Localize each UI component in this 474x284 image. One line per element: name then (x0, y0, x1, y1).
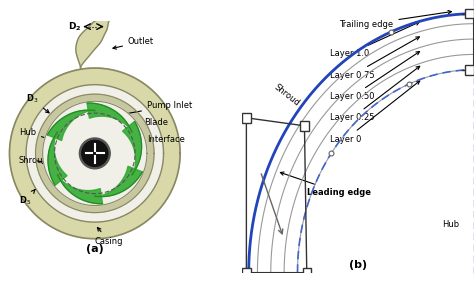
Text: Hub: Hub (442, 220, 459, 229)
Text: (a): (a) (86, 244, 104, 254)
Text: Pump Inlet: Pump Inlet (120, 101, 192, 116)
Text: D$_5$: D$_5$ (19, 189, 35, 207)
Polygon shape (47, 110, 95, 141)
Bar (465, 65, 474, 75)
Text: Interface: Interface (127, 135, 185, 145)
Bar (465, 9, 474, 18)
Circle shape (43, 101, 147, 206)
Text: Hub: Hub (19, 128, 67, 146)
Text: Outlet: Outlet (113, 37, 154, 49)
Text: $\mathbf{D_2}$: $\mathbf{D_2}$ (68, 20, 82, 33)
Text: Layer 0.50: Layer 0.50 (330, 51, 419, 101)
Text: Leading edge: Leading edge (281, 172, 371, 197)
Bar (302, 268, 311, 277)
Text: Casing: Casing (95, 227, 123, 246)
Text: D$_3$: D$_3$ (26, 93, 49, 113)
Circle shape (82, 140, 108, 166)
Polygon shape (87, 103, 133, 132)
Bar (242, 113, 251, 123)
Circle shape (79, 138, 110, 169)
Text: Layer 0: Layer 0 (330, 81, 420, 144)
Bar (300, 121, 309, 131)
Polygon shape (57, 175, 102, 204)
Text: Shroud: Shroud (272, 82, 301, 108)
Polygon shape (76, 21, 109, 68)
Polygon shape (48, 131, 67, 185)
Text: Layer 1.0: Layer 1.0 (330, 22, 419, 58)
Circle shape (36, 94, 154, 213)
Text: Layer 0.25: Layer 0.25 (330, 66, 419, 122)
Text: Shroud: Shroud (19, 156, 49, 165)
Text: Layer 0.75: Layer 0.75 (330, 37, 419, 80)
Text: (b): (b) (349, 260, 367, 270)
Text: Trailing edge: Trailing edge (339, 11, 451, 29)
Bar (242, 268, 251, 277)
Polygon shape (122, 122, 142, 175)
Text: Blade: Blade (118, 118, 169, 132)
Polygon shape (35, 68, 121, 106)
Circle shape (27, 86, 162, 221)
Polygon shape (95, 166, 142, 197)
